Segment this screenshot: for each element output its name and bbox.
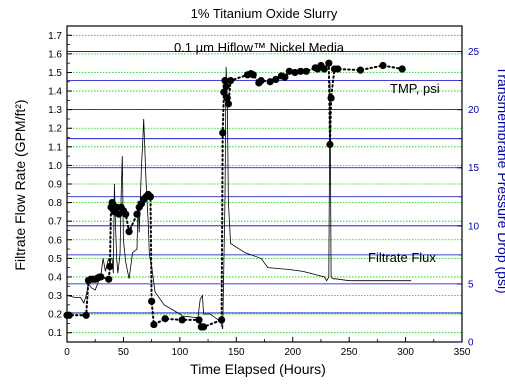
- data-point-tmp: [249, 71, 257, 79]
- y-left-tick-label: 0.1: [48, 328, 62, 339]
- data-point-tmp: [97, 273, 105, 281]
- data-point-tmp: [356, 66, 365, 74]
- data-point-tmp: [334, 65, 342, 73]
- x-tick-label: 350: [454, 347, 471, 358]
- x-tick-label: 50: [118, 347, 130, 358]
- data-point-tmp: [285, 67, 293, 75]
- data-point-tmp: [150, 320, 158, 329]
- y-left-tick-label: 1.0: [48, 161, 62, 172]
- y-left-tick-label: 0.4: [48, 272, 62, 283]
- data-point-tmp: [82, 311, 90, 319]
- axes-layer: 0.1 0.2 0.3 0.4 0.5 0.6 0.7 0.8 0.9 1.0 1.1 1.2 1.3 1…: [48, 31, 479, 358]
- y-right-tick-label: 10: [468, 221, 480, 232]
- y-left-tick-label: 0.7: [48, 217, 62, 228]
- y-left-tick-label: 0.9: [48, 180, 62, 191]
- y-axis-left-label: Filtrate Flow Rate (GPM/ft²): [12, 99, 28, 270]
- y-left-tick-label: 0.3: [48, 291, 62, 302]
- data-point-tmp: [122, 210, 130, 218]
- plot-frame: [66, 25, 463, 343]
- y-left-tick-label: 1.7: [48, 31, 62, 42]
- y-left-tick-label: 1.5: [48, 68, 62, 79]
- data-point-tmp: [161, 315, 169, 323]
- data-point-tmp: [327, 94, 335, 102]
- y-axis-right-label: Transmembrane Pressure Drop (psi): [495, 66, 505, 293]
- y-right-tick-label: 0: [468, 338, 474, 349]
- x-tick-label: 100: [172, 347, 189, 358]
- y-left-tick-label: 0.5: [48, 254, 62, 265]
- data-point-tmp: [106, 262, 114, 271]
- data-point-tmp: [320, 65, 328, 73]
- data-point-tmp: [224, 100, 232, 108]
- data-point-tmp: [219, 129, 227, 137]
- y-left-tick-label: 0.6: [48, 235, 62, 246]
- y-right-tick-label: 20: [468, 105, 480, 116]
- y-left-tick-label: 0.2: [48, 310, 62, 321]
- x-tick-label: 0: [64, 347, 70, 358]
- data-point-tmp: [302, 67, 310, 75]
- x-axis-label: Time Elapsed (Hours): [190, 361, 326, 377]
- x-tick-label: 200: [284, 347, 301, 358]
- chart-title: 1% Titanium Oxide Slurry: [191, 6, 338, 21]
- y-left-tick-label: 1.3: [48, 105, 62, 116]
- y-right-tick-label: 15: [468, 163, 480, 174]
- data-point-tmp: [146, 193, 155, 201]
- data-point-tmp: [266, 78, 274, 86]
- x-tick-label: 250: [341, 347, 358, 358]
- data-point-tmp: [379, 61, 387, 70]
- y-right-tick-label: 25: [468, 47, 480, 58]
- data-point-tmp: [227, 77, 235, 85]
- y-left-tick-label: 1.2: [48, 124, 62, 135]
- flux-annotation: Filtrate Flux: [368, 250, 436, 265]
- y-left-tick-label: 1.1: [48, 142, 62, 153]
- y-left-tick-label: 0.8: [48, 198, 62, 209]
- data-point-tmp: [281, 73, 289, 81]
- data-point-tmp: [199, 323, 208, 331]
- chart-subtitle: 0.1 μm Hiflow™ Nickel Media: [174, 40, 345, 55]
- series-line-tmp: [66, 60, 404, 328]
- data-point-tmp: [218, 316, 226, 324]
- series-layer: [63, 59, 412, 331]
- y-left-tick-label: 1.6: [48, 49, 62, 60]
- data-point-tmp: [148, 297, 156, 305]
- y-left-tick-label: 1.4: [48, 87, 62, 98]
- series-line-flux: [66, 66, 412, 330]
- y-right-tick-label: 5: [468, 279, 474, 290]
- data-point-tmp: [105, 275, 113, 283]
- x-tick-label: 150: [228, 347, 245, 358]
- data-point-tmp: [272, 75, 280, 84]
- data-point-tmp: [325, 59, 333, 67]
- data-point-tmp: [297, 67, 305, 75]
- data-point-tmp: [398, 65, 406, 73]
- data-point-tmp: [178, 316, 186, 324]
- x-tick-label: 300: [397, 347, 414, 358]
- data-point-tmp: [125, 228, 133, 236]
- data-point-tmp: [291, 68, 299, 77]
- data-point-tmp: [257, 77, 265, 85]
- tmp-annotation: TMP, psi: [390, 81, 440, 96]
